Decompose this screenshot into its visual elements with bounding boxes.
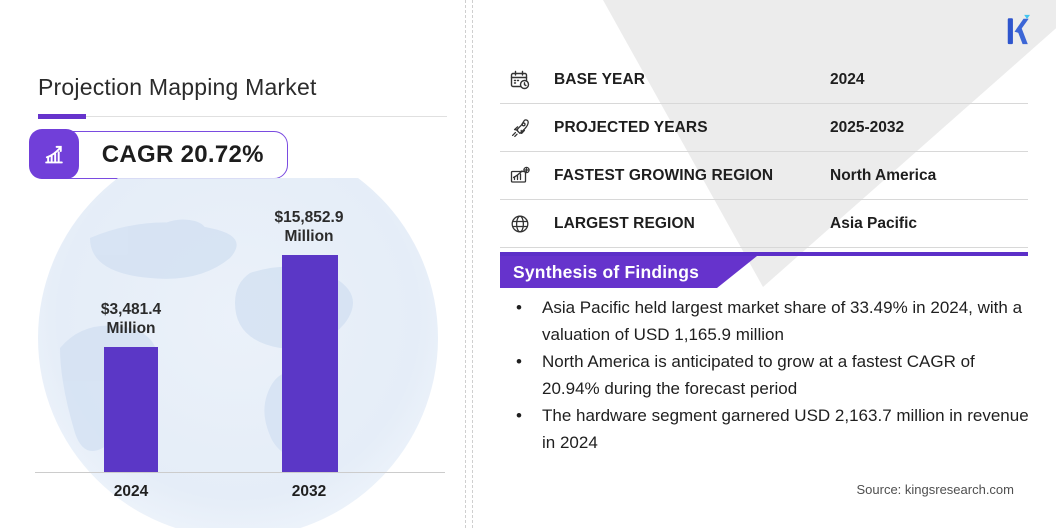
bar-2032 [282,255,338,472]
bar-value-label-2032: $15,852.9 Million [274,209,344,245]
growth-region-icon [508,164,532,188]
findings-banner: Synthesis of Findings [500,256,757,288]
title-accent-bar [38,114,86,119]
fact-label: PROJECTED YEARS [554,118,708,136]
source-attribution: Source: kingsresearch.com [856,482,1014,497]
fact-row-fastest-growing-region: FASTEST GROWING REGION North America [500,152,1028,200]
x-tick-2024: 2024 [113,483,149,500]
finding-item: North America is anticipated to grow at … [508,348,1036,402]
growth-chart-icon [28,128,79,179]
finding-item: Asia Pacific held largest market share o… [508,294,1036,348]
fact-label: LARGEST REGION [554,214,695,232]
finding-item: The hardware segment garnered USD 2,163.… [508,402,1036,456]
fact-value: North America [830,166,937,184]
fact-value: 2024 [830,70,865,88]
calendar-icon [508,68,532,92]
page-title: Projection Mapping Market [38,74,317,100]
fact-label: FASTEST GROWING REGION [554,166,774,184]
rocket-icon [508,116,532,140]
kings-research-logo [1007,14,1031,45]
cagr-value: CAGR 20.72% [101,141,264,168]
fact-row-largest-region: LARGEST REGION Asia Pacific [500,200,1028,248]
title-divider [38,114,447,119]
x-tick-2032: 2032 [291,483,327,500]
findings-top-rule [500,252,1028,256]
fact-row-base-year: BASE YEAR 2024 [500,56,1028,104]
bar-chart: $3,481.4 Million $15,852.9 Million 2024 … [0,178,460,528]
chart-baseline [35,472,445,473]
findings-heading: Synthesis of Findings [513,261,700,282]
findings-list: Asia Pacific held largest market share o… [508,294,1036,456]
cagr-badge: CAGR 20.72% [28,128,288,179]
panel-divider [465,0,473,528]
fact-row-projected-years: PROJECTED YEARS 2025-2032 [500,104,1028,152]
globe-icon [508,212,532,236]
facts-table: BASE YEAR 2024 PROJECTED YEARS 2025-2032 [500,56,1028,248]
bar-2024 [104,347,158,472]
fact-value: Asia Pacific [830,214,918,232]
fact-value: 2025-2032 [830,118,905,136]
fact-label: BASE YEAR [554,70,646,88]
bar-value-label-2024: $3,481.4 Million [100,301,162,337]
